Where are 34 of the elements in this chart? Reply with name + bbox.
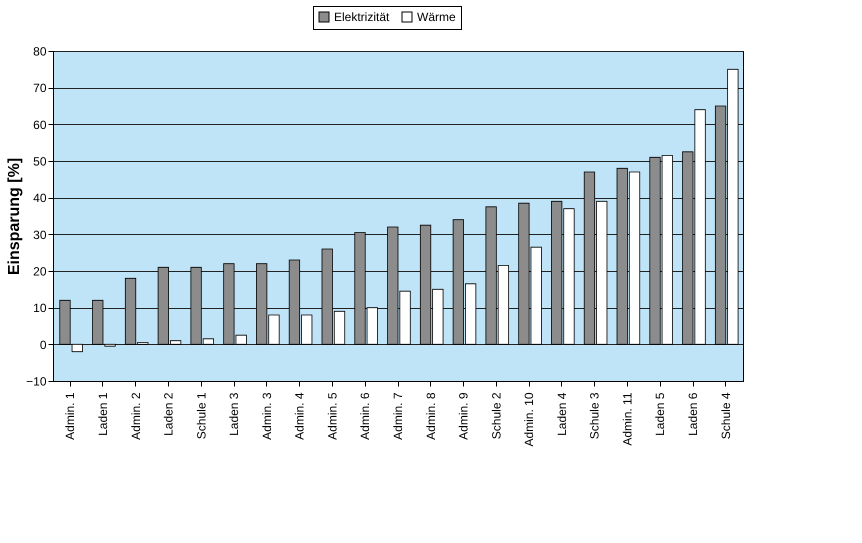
x-tick-label: Admin. 11: [620, 392, 634, 446]
legend-label: Elektrizität: [334, 10, 390, 24]
x-tick-label: Laden 5: [653, 392, 668, 436]
x-tick-label: Schule 3: [588, 392, 602, 440]
y-tick-label: 0: [40, 338, 47, 352]
y-tick-label: 20: [33, 264, 47, 278]
legend-label: Wärme: [417, 10, 456, 24]
y-tick-label: 10: [33, 301, 47, 316]
y-axis-title: Einsparung [%]: [6, 158, 24, 276]
x-tick-label: Laden 4: [554, 392, 569, 436]
x-tick-label: Admin. 7: [391, 392, 405, 440]
x-tick-label: Laden 2: [162, 392, 176, 436]
y-tick-label: 80: [33, 44, 47, 58]
y-tick-label: 30: [33, 228, 47, 242]
x-tick-label: Admin. 1: [63, 392, 78, 440]
y-tick-label: 70: [33, 81, 47, 96]
x-tick-label: Admin. 5: [325, 392, 340, 440]
y-tick-label: 50: [33, 154, 47, 168]
x-tick-label: Schule 4: [718, 392, 733, 440]
x-tick-label: Admin. 9: [456, 392, 471, 440]
x-tick-label: Laden 3: [227, 392, 242, 436]
x-tick-label: Admin. 10: [522, 392, 536, 447]
x-tick-label: Admin. 2: [128, 392, 143, 440]
x-tick-label: Admin. 8: [424, 392, 438, 440]
x-tick-label: Schule 1: [194, 392, 208, 440]
y-tick-label: 60: [33, 118, 47, 132]
x-tick-label: Laden 1: [96, 392, 110, 436]
x-tick-label: Laden 6: [686, 392, 700, 436]
x-tick-label: Admin. 4: [292, 392, 307, 440]
y-tick-label: 40: [33, 191, 47, 206]
x-tick-label: Schule 2: [489, 392, 504, 440]
x-tick-label: Admin. 6: [358, 392, 372, 440]
x-tick-label: Admin. 3: [260, 392, 274, 440]
y-tick-label: −10: [26, 374, 47, 388]
